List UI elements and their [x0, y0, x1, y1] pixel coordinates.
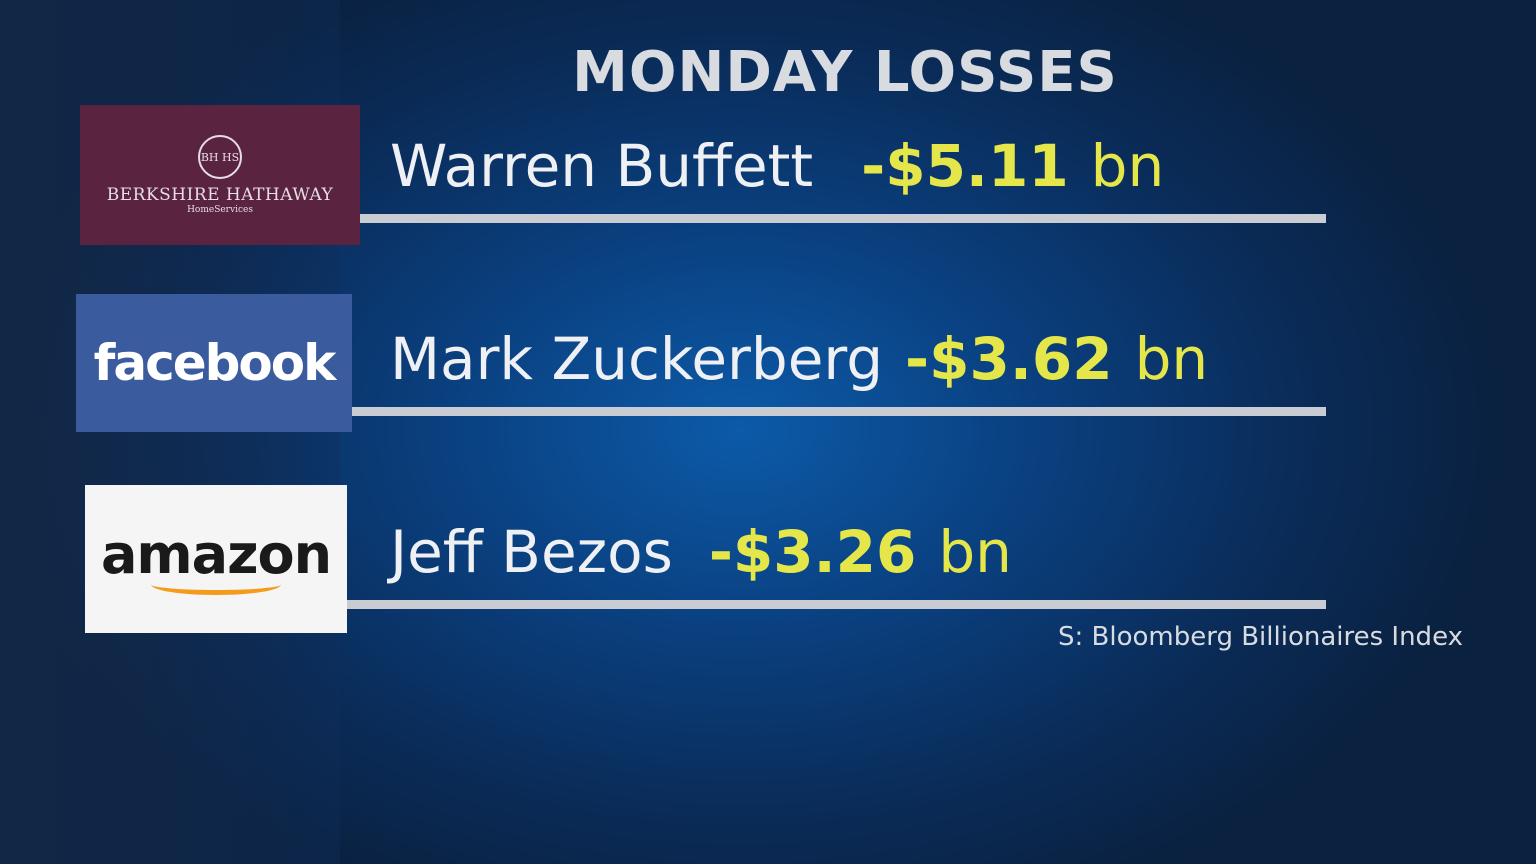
logo-smile: [151, 574, 281, 595]
facebook-logo: facebook: [76, 294, 352, 432]
title: MONDAY LOSSES: [572, 40, 1118, 105]
person: Jeff Bezos: [390, 518, 673, 586]
unit: bn: [1090, 132, 1165, 200]
row-rule: [347, 600, 1326, 609]
unit: bn: [938, 518, 1012, 586]
row: Jeff Bezos -$3.26 bn: [390, 518, 1012, 586]
logo-sub: HomeServices: [187, 205, 253, 215]
row-rule: [360, 214, 1326, 223]
amount: -$5.11: [861, 132, 1069, 200]
amazon-logo: amazon: [85, 485, 347, 633]
amount: -$3.26: [708, 518, 917, 586]
row: Mark Zuckerberg -$3.62 bn: [390, 325, 1208, 393]
logo-monogram: BH HS: [198, 135, 242, 179]
berkshire-logo: BH HS BERKSHIRE HATHAWAY HomeServices: [80, 105, 360, 245]
source: S: Bloomberg Billionaires Index: [1057, 622, 1463, 652]
row: Warren Buffett -$5.11 bn: [390, 132, 1164, 200]
logo-name: facebook: [93, 334, 337, 392]
person: Warren Buffett: [390, 132, 814, 200]
amount: -$3.62: [905, 325, 1113, 393]
logo-name: BERKSHIRE HATHAWAY: [106, 185, 334, 205]
row-rule: [352, 407, 1326, 416]
person: Mark Zuckerberg: [390, 325, 884, 393]
unit: bn: [1134, 325, 1209, 393]
